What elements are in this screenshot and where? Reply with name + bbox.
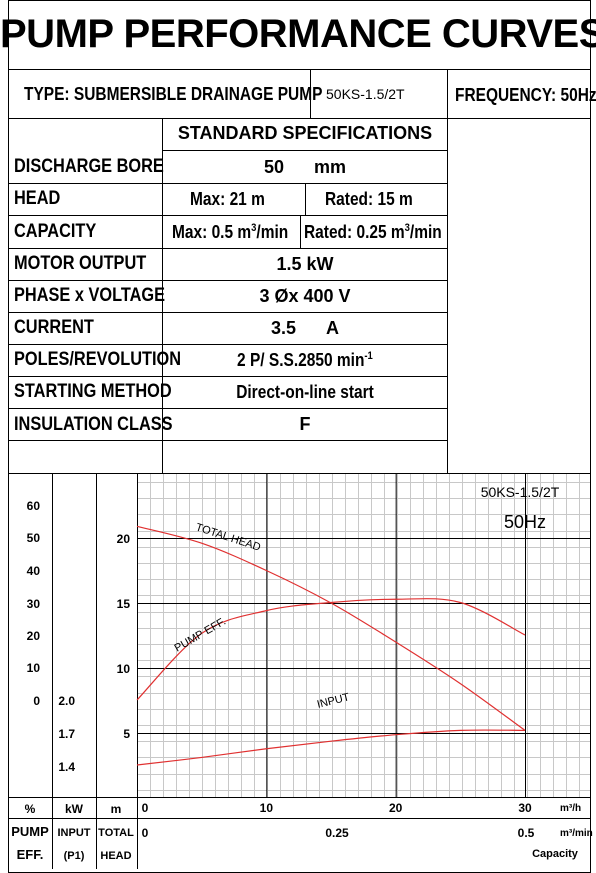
x-tick-m3min: 0 [142,826,149,840]
label-head: HEAD [14,188,61,209]
label-starting: STARTING METHOD [14,381,172,402]
spec-header: STANDARD SPECIFICATIONS [177,123,433,143]
value-capacity-rated: Rated: 0.25 m3/min [304,222,442,242]
x-unit-m3h: m³/h [560,803,581,814]
x-tick-m3min: 0.25 [325,826,349,840]
frequency-label: FREQUENCY: 50Hz [455,85,596,105]
head-name: TOTAL [98,827,134,839]
eff-tick-label: 30 [27,597,41,611]
eff-name-2: EFF. [17,847,44,862]
value-head-max: Max: 21 m [189,189,265,209]
label-discharge-bore: DISCHARGE BORE [14,156,164,177]
chart-model-label: 50KS-1.5/2T [481,484,560,500]
eff-tick-label: 60 [27,499,41,513]
input-name-2: (P1) [64,850,85,862]
eff-tick-label: 20 [27,629,41,643]
x-tick-m3h: 10 [260,801,274,815]
head-tick-label: 5 [123,727,130,741]
value-insulation: F [299,414,311,434]
value-capacity-max: Max: 0.5 m3/min [172,222,289,242]
value-discharge-bore: 50 mm [263,157,347,177]
x-tick-m3h: 30 [518,801,532,815]
label-poles: POLES/REVOLUTION [14,349,182,370]
eff-name: PUMP [11,824,49,839]
eff-tick-label: 50 [27,531,41,545]
value-current: 3.5 A [270,318,340,338]
input-name: INPUT [58,827,91,839]
input-unit: kW [65,802,84,816]
value-motor-output: 1.5 kW [276,254,334,274]
head-tick-label: 20 [117,532,131,546]
eff-tick-label: 0 [33,694,40,708]
head-name-2: HEAD [100,850,131,862]
input-tick-label: 1.4 [58,760,75,774]
value-poles: 2 P/ S.S.2850 min-1 [237,350,373,370]
input-tick-label: 2.0 [58,694,75,708]
eff-tick-label: 10 [27,661,41,675]
head-tick-label: 10 [117,662,131,676]
value-phase-voltage: 3 Øx 400 V [259,286,351,306]
model-number: 50KS-1.5/2T [326,86,405,102]
value-head-rated: Rated: 15 m [325,189,414,209]
x-tick-m3min: 0.5 [518,826,535,840]
label-phase-voltage: PHASE x VOLTAGE [14,285,166,306]
chart-freq-label: 50Hz [504,512,546,532]
label-current: CURRENT [14,317,94,338]
value-starting: Direct-on-line start [236,382,374,402]
x-tick-m3h: 0 [142,801,149,815]
type-label: TYPE: SUBMERSIBLE DRAINAGE PUMP [24,84,323,104]
x-tick-m3h: 20 [389,801,403,815]
head-unit: m [111,802,122,816]
label-motor-output: MOTOR OUTPUT [14,253,147,274]
eff-tick-label: 40 [27,564,41,578]
x-axis-caption: Capacity [532,848,579,860]
x-unit-m3min: m³/min [560,828,593,839]
input-curve [136,729,526,766]
head-tick-label: 15 [117,597,131,611]
pump-eff-curve [136,598,526,701]
page-title: PUMP PERFORMANCE CURVES [0,12,596,56]
eff-unit: % [25,802,36,816]
label-insulation: INSULATION CLASS [14,414,173,435]
label-capacity: CAPACITY [14,221,97,242]
input-tick-label: 1.7 [58,727,75,741]
pump-eff-label: PUMP EFF. [173,616,229,655]
